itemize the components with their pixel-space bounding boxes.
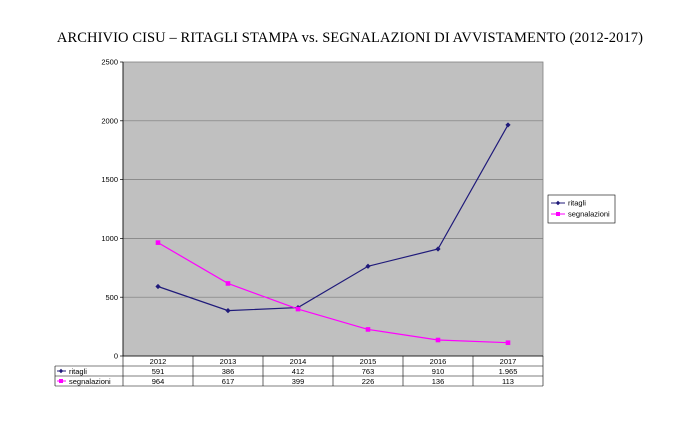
table-key-marker-ritagli <box>58 368 64 374</box>
y-tick-label: 1000 <box>101 234 118 243</box>
table-value-ritagli: 763 <box>362 367 375 376</box>
y-axis: 0 500 1000 1500 2000 2500 <box>101 58 124 361</box>
x-category-label: 2013 <box>220 357 237 366</box>
data-point-ritagli <box>365 263 371 269</box>
table-value-segnalazioni: 399 <box>292 377 305 386</box>
table-value-segnalazioni: 617 <box>222 377 235 386</box>
legend-marker-ritagli <box>555 200 561 206</box>
x-category-label: 2016 <box>430 357 447 366</box>
data-point-segnalazioni <box>295 306 301 312</box>
chart-title: ARCHIVIO CISU – RITAGLI STAMPA vs. SEGNA… <box>56 30 644 46</box>
y-tick-label: 1500 <box>101 175 118 184</box>
legend-label-segnalazioni: segnalazioni <box>568 210 610 219</box>
series-group <box>155 122 511 346</box>
data-point-ritagli <box>505 122 511 128</box>
y-tick-label: 2500 <box>101 58 118 67</box>
table-value-ritagli: 1.965 <box>499 367 518 376</box>
table-value-ritagli: 386 <box>222 367 235 376</box>
data-point-segnalazioni <box>505 340 511 346</box>
x-category-label: 2015 <box>360 357 377 366</box>
table-value-ritagli: 591 <box>152 367 165 376</box>
data-table: 2012 2013 2014 2015 2016 2017 ritagli 591 386 412… <box>54 355 544 387</box>
y-tick-label: 500 <box>105 293 118 302</box>
legend-label-ritagli: ritagli <box>568 199 586 208</box>
x-category-label: 2014 <box>290 357 307 366</box>
series-line-ritagli <box>157 124 509 312</box>
legend-marker-segnalazioni <box>556 212 560 216</box>
data-point-ritagli <box>155 283 161 290</box>
data-point-segnalazioni <box>155 240 161 245</box>
table-series-name: ritagli <box>69 367 87 376</box>
data-point-ritagli <box>435 246 441 252</box>
legend: ritagli segnalazioni <box>547 194 616 224</box>
series-line-segnalazioni <box>157 242 509 344</box>
table-value-segnalazioni: 226 <box>362 377 375 386</box>
gridlines <box>123 120 543 298</box>
table-key-marker-segnalazioni <box>59 379 63 383</box>
x-category-label: 2012 <box>150 357 167 366</box>
data-point-segnalazioni <box>365 327 371 332</box>
table-value-segnalazioni: 964 <box>152 377 165 386</box>
y-tick-label: 2000 <box>101 116 118 125</box>
table-value-segnalazioni: 136 <box>432 377 445 386</box>
table-value-ritagli: 412 <box>292 367 305 376</box>
data-point-segnalazioni <box>225 281 231 286</box>
table-series-name: segnalazioni <box>69 377 111 386</box>
legend-box <box>547 194 616 224</box>
plot-area <box>122 61 544 357</box>
table-value-segnalazioni: 113 <box>502 377 514 386</box>
x-category-label: 2017 <box>500 357 517 366</box>
data-point-ritagli <box>225 308 231 314</box>
data-point-segnalazioni <box>435 337 441 343</box>
y-tick-label: 0 <box>114 352 118 361</box>
table-value-ritagli: 910 <box>432 367 445 376</box>
